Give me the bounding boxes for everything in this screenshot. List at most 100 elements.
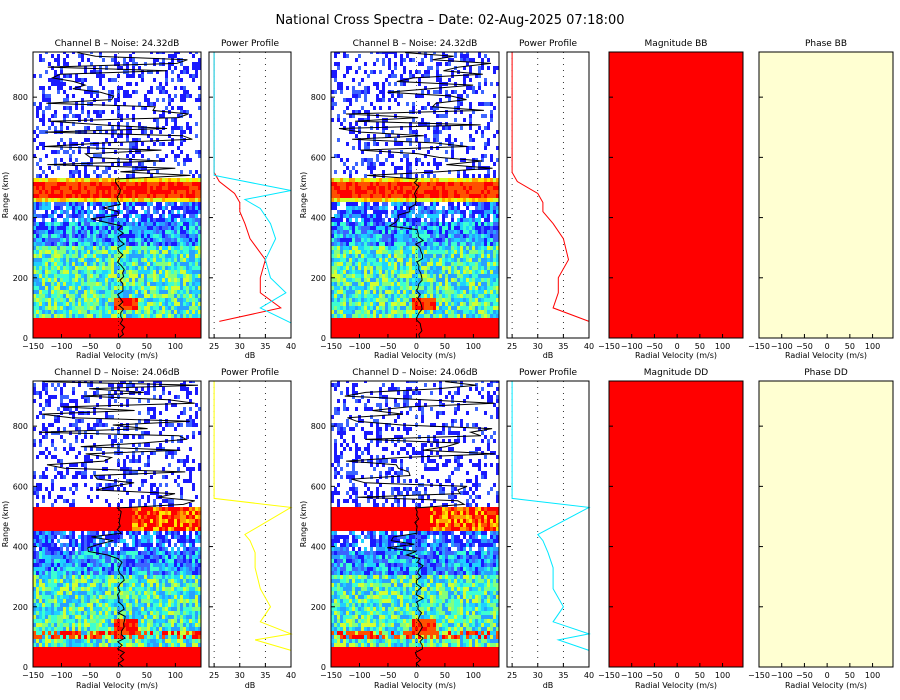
spectrum-cell xyxy=(114,238,117,242)
spectrum-cell xyxy=(490,290,493,294)
spectrum-cell xyxy=(60,70,63,74)
spectrum-cell xyxy=(174,306,177,310)
spectrum-cell xyxy=(421,298,424,302)
spectrum-cell xyxy=(472,230,475,234)
spectrum-cell xyxy=(66,286,69,290)
spectrum-cell xyxy=(168,310,171,314)
spectrum-cell xyxy=(75,182,78,186)
x-tick-label: −100 xyxy=(50,342,72,351)
spectrum-cell xyxy=(123,94,126,98)
spectrum-cell xyxy=(391,190,394,194)
spectrum-cell xyxy=(105,182,108,186)
spectrum-cell xyxy=(132,74,135,78)
spectrum-cell xyxy=(379,298,382,302)
spectrum-cell xyxy=(75,254,78,258)
spectrum-cell xyxy=(466,294,469,298)
spectrum-cell xyxy=(445,306,448,310)
spectrum-cell xyxy=(144,178,147,182)
spectrum-cell xyxy=(114,298,117,302)
spectrum-cell xyxy=(51,274,54,278)
spectrum-cell xyxy=(138,322,141,326)
spectrum-cell xyxy=(412,182,415,186)
spectrum-cell xyxy=(33,302,36,306)
spectrum-cell xyxy=(156,170,159,174)
spectrum-cell xyxy=(195,274,198,278)
spectrum-cell xyxy=(171,70,174,74)
spectrum-cell xyxy=(105,318,108,322)
spectrum-cell xyxy=(400,282,403,286)
spectrum-cell xyxy=(454,262,457,266)
spectrum-cell xyxy=(132,52,135,54)
spectrum-cell xyxy=(150,86,153,90)
spectrum-cell xyxy=(421,194,424,198)
spectrum-cell xyxy=(376,210,379,214)
spectrum-cell xyxy=(90,254,93,258)
spectrum-cell xyxy=(424,290,427,294)
spectrum-cell xyxy=(69,326,72,330)
spectrum-cell xyxy=(198,86,201,90)
spectrum-cell xyxy=(370,286,373,290)
spectrum-cell xyxy=(81,254,84,258)
spectrum-cell xyxy=(367,206,370,210)
spectrum-cell xyxy=(424,310,427,314)
spectrum-cell xyxy=(343,290,346,294)
spectrum-cell xyxy=(337,266,340,270)
spectrum-cell xyxy=(36,326,39,330)
spectrum-cell xyxy=(60,258,63,262)
spectrum-cell xyxy=(180,86,183,90)
spectrum-cell xyxy=(93,294,96,298)
spectrum-cell xyxy=(385,330,388,334)
spectrum-cell xyxy=(355,218,358,222)
spectrum-cell xyxy=(177,194,180,198)
spectrum-cell xyxy=(394,254,397,258)
spectrum-cell xyxy=(189,242,192,246)
spectrum-cell xyxy=(340,306,343,310)
spectrum-cell xyxy=(33,278,36,282)
spectrum-cell xyxy=(385,314,388,318)
spectrum-cell xyxy=(397,198,400,202)
spectrum-cell xyxy=(54,218,57,222)
spectrum-cell xyxy=(102,238,105,242)
spectrum-cell xyxy=(418,222,421,226)
spectrum-cell xyxy=(358,246,361,250)
spectrum-cell xyxy=(45,98,48,102)
spectrum-cell xyxy=(57,234,60,238)
spectrum-cell xyxy=(349,318,352,322)
spectrum-cell xyxy=(481,234,484,238)
spectrum-cell xyxy=(36,214,39,218)
spectrum-cell xyxy=(108,250,111,254)
spectrum-cell xyxy=(126,138,129,142)
spectrum-cell xyxy=(394,334,397,338)
spectrum-cell xyxy=(120,250,123,254)
spectrum-cell xyxy=(406,290,409,294)
spectrum-cell xyxy=(334,290,337,294)
spectrum-cell xyxy=(33,234,36,238)
spectrum-cell xyxy=(343,314,346,318)
spectrum-cell xyxy=(180,62,183,66)
spectrum-cell xyxy=(63,178,66,182)
spectrum-cell xyxy=(448,242,451,246)
spectrum-cell xyxy=(451,254,454,258)
spectrum-cell xyxy=(346,234,349,238)
spectrum-cell xyxy=(189,302,192,306)
spectrum-cell xyxy=(493,258,496,262)
spectrum-cell xyxy=(87,222,90,226)
spectrum-cell xyxy=(186,250,189,254)
spectrum-cell xyxy=(183,214,186,218)
spectrum-cell xyxy=(36,278,39,282)
spectrum-cell xyxy=(39,106,42,110)
spectrum-cell xyxy=(78,334,81,338)
spectrum-cell xyxy=(463,318,466,322)
spectrum-cell xyxy=(33,270,36,274)
spectrum-cell xyxy=(385,326,388,330)
spectrum-cell xyxy=(60,242,63,246)
spectrum-cell xyxy=(349,182,352,186)
spectrum-cell xyxy=(132,118,135,122)
spectrum-cell xyxy=(114,322,117,326)
spectrum-cell xyxy=(340,302,343,306)
spectrum-cell xyxy=(63,58,66,62)
spectrum-cell xyxy=(117,162,120,166)
spectrum-cell xyxy=(409,258,412,262)
spectrum-cell xyxy=(96,230,99,234)
spectrum-cell xyxy=(439,270,442,274)
